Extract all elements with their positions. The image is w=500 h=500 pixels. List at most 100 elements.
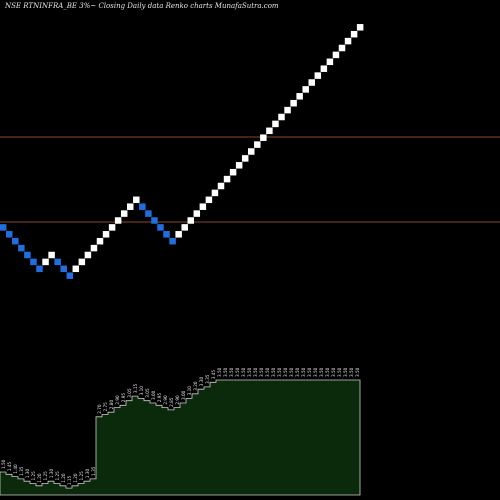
renko-brick-up <box>320 65 328 72</box>
renko-brick-down <box>30 258 37 266</box>
volume-label: 3.35 <box>205 374 210 384</box>
renko-brick-down <box>18 244 25 252</box>
volume-label: 2.90 <box>163 395 168 405</box>
volume-label: 3.45 <box>211 370 216 380</box>
renko-brick-up <box>302 86 309 93</box>
volume-label: 3.50 <box>289 367 294 377</box>
volume-label: 3.50 <box>271 367 276 377</box>
volume-label: 3.50 <box>343 367 348 377</box>
volume-label: 3.50 <box>241 367 246 377</box>
renko-brick-down <box>54 258 61 266</box>
renko-brick-down <box>24 251 31 259</box>
volume-label: 3.10 <box>187 386 192 396</box>
renko-brick-down <box>36 265 43 273</box>
volume-label: 2.95 <box>157 393 162 403</box>
renko-brick-up <box>181 224 188 231</box>
renko-brick-up <box>120 210 128 217</box>
volume-label: 2.75 <box>103 402 108 412</box>
volume-label: 3.50 <box>337 367 342 377</box>
renko-brick-up <box>223 175 231 183</box>
renko-brick-up <box>290 99 297 107</box>
renko-brick-up <box>133 196 140 204</box>
volume-label: 1.30 <box>49 469 54 479</box>
renko-brick-up <box>78 258 86 266</box>
volume-label: 3.50 <box>253 367 258 377</box>
volume-label: 1.25 <box>31 471 36 481</box>
renko-brick-up <box>102 231 110 238</box>
renko-brick-up <box>241 155 249 162</box>
renko-brick-up <box>272 120 279 128</box>
renko-brick-up <box>187 217 194 224</box>
renko-brick-up <box>229 168 237 176</box>
renko-brick-up <box>314 72 322 79</box>
renko-brick-up <box>350 30 358 38</box>
volume-label: 2.90 <box>115 395 120 405</box>
renko-brick-up <box>72 265 80 273</box>
volume-label: 3.50 <box>331 367 336 377</box>
renko-brick-up <box>356 24 364 31</box>
renko-brick-up <box>235 162 243 169</box>
renko-brick-up <box>217 182 225 190</box>
volume-label: 3.50 <box>223 367 228 377</box>
renko-brick-up <box>260 134 267 141</box>
volume-label: 3.50 <box>229 367 234 377</box>
volume-label: 3.30 <box>199 377 204 387</box>
volume-label: 1.40 <box>13 464 18 474</box>
renko-brick-up <box>308 79 315 86</box>
volume-label: 3.05 <box>127 388 132 398</box>
renko-brick-down <box>12 237 19 245</box>
renko-brick-up <box>344 37 352 45</box>
volume-label: 1.35 <box>91 466 96 476</box>
renko-brick-up <box>84 251 92 259</box>
renko-brick-up <box>266 127 273 135</box>
volume-label: 1.20 <box>37 473 42 483</box>
renko-brick-up <box>127 203 134 210</box>
renko-brick-down <box>151 217 158 224</box>
renko-brick-up <box>42 258 49 266</box>
volume-label: 3.50 <box>283 367 288 377</box>
renko-brick-up <box>193 210 201 217</box>
volume-label: 2.80 <box>109 400 114 410</box>
volume-label: 3.50 <box>319 367 324 377</box>
renko-brick-up <box>199 203 207 210</box>
volume-label: 1.25 <box>43 471 48 481</box>
renko-brick-up <box>114 217 122 224</box>
renko-brick-up <box>248 148 255 155</box>
volume-label: 3.50 <box>295 367 300 377</box>
renko-brick-down <box>145 210 152 217</box>
volume-label: 2.90 <box>175 395 180 405</box>
renko-brick-up <box>96 237 104 245</box>
volume-label: 3.50 <box>313 367 318 377</box>
volume-label: 3.50 <box>265 367 270 377</box>
renko-brick-up <box>296 93 303 100</box>
volume-label: 1.30 <box>25 469 30 479</box>
volume-label: 3.50 <box>307 367 312 377</box>
volume-label: 2.70 <box>97 404 102 414</box>
renko-brick-down <box>60 265 67 273</box>
volume-label: 3.10 <box>139 386 144 396</box>
renko-brick-up <box>284 106 291 114</box>
renko-brick-up <box>108 224 116 231</box>
volume-label: 3.50 <box>235 367 240 377</box>
volume-label: 1.45 <box>7 462 12 472</box>
renko-brick-up <box>48 251 55 259</box>
volume-label: 3.15 <box>133 383 138 393</box>
volume-label: 2.85 <box>169 397 174 407</box>
volume-label: 1.50 <box>1 459 6 469</box>
volume-label: 1.30 <box>85 469 90 479</box>
renko-brick-up <box>90 244 98 252</box>
volume-label: 1.20 <box>61 473 66 483</box>
volume-label: 3.50 <box>247 367 252 377</box>
volume-label: 3.50 <box>325 367 330 377</box>
renko-brick-down <box>139 203 146 210</box>
renko-brick-up <box>278 113 285 121</box>
volume-label: 3.50 <box>349 367 354 377</box>
volume-label: 1.35 <box>19 466 24 476</box>
volume-label: 3.20 <box>193 381 198 391</box>
volume-label: 3.50 <box>217 367 222 377</box>
volume-label: 3.05 <box>145 388 150 398</box>
renko-brick-up <box>211 189 219 197</box>
volume-label: 3.00 <box>181 390 186 400</box>
